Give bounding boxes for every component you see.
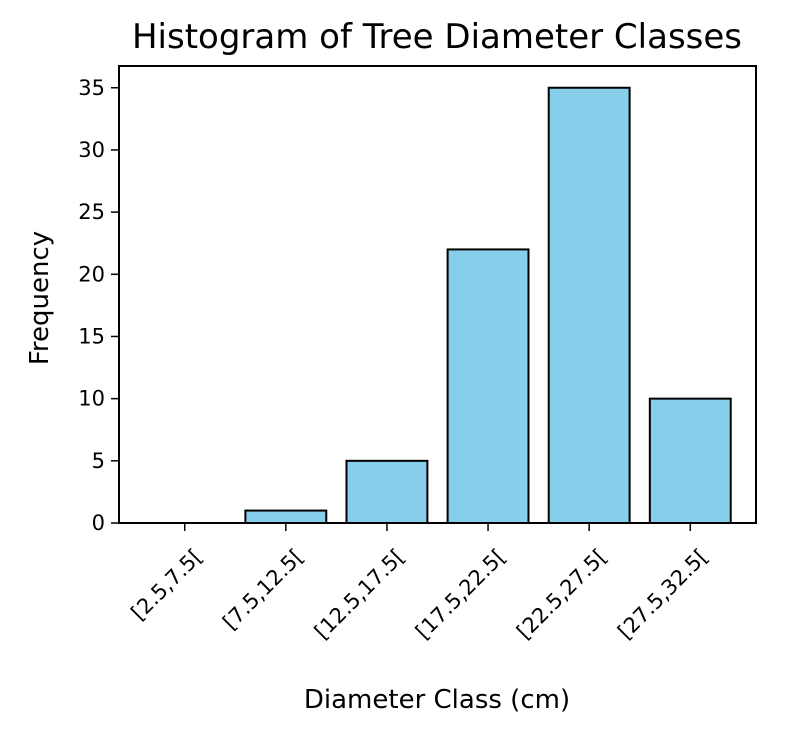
x-tick-label: [27.5,32.5[ <box>613 544 712 643</box>
y-tick-label: 30 <box>78 138 105 162</box>
plot-frame <box>118 65 757 524</box>
bar <box>648 397 732 525</box>
x-axis-label: Diameter Class (cm) <box>304 685 570 715</box>
x-axis-ticks: [2.5,7.5[[7.5,12.5[[12.5,17.5[[17.5,22.5… <box>126 523 713 644</box>
bar <box>446 248 530 524</box>
chart-title: Histogram of Tree Diameter Classes <box>132 17 742 57</box>
y-tick-label: 5 <box>92 449 105 473</box>
x-tick-label: [17.5,22.5[ <box>411 544 510 643</box>
bar <box>244 509 328 525</box>
bars-group <box>244 86 732 525</box>
y-tick-label: 20 <box>78 262 105 286</box>
y-tick-label: 10 <box>78 387 105 411</box>
bar <box>345 459 429 524</box>
y-tick-label: 35 <box>78 76 105 100</box>
bar <box>547 86 631 524</box>
x-tick-label: [7.5,12.5[ <box>218 544 308 634</box>
x-tick-label: [12.5,17.5[ <box>310 544 409 643</box>
x-tick-label: [22.5,27.5[ <box>512 544 611 643</box>
y-tick-label: 0 <box>92 511 105 535</box>
y-tick-label: 15 <box>78 324 105 348</box>
y-axis-ticks: 0 5 10 15 20 25 30 35 <box>78 76 119 535</box>
y-tick-label: 25 <box>78 200 105 224</box>
y-axis-label: Frequency <box>25 231 55 365</box>
x-tick-label: [2.5,7.5[ <box>126 544 207 625</box>
